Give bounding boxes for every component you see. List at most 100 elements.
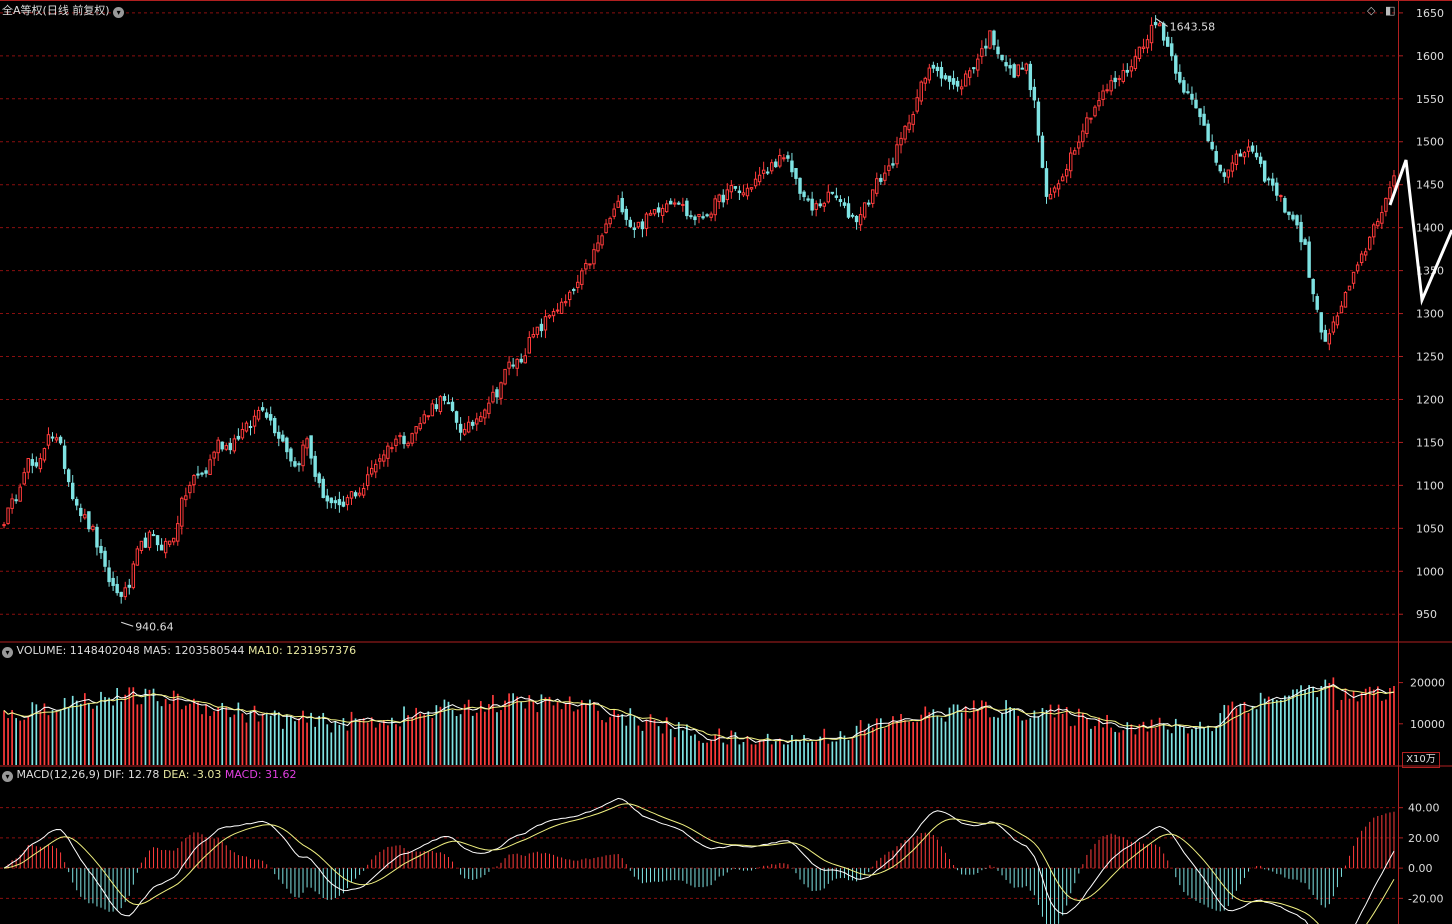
candle-body: [887, 165, 891, 171]
candle-body: [1327, 333, 1332, 345]
candle-body: [66, 469, 71, 483]
volume-ma10: MA10: 1231957376: [247, 644, 357, 657]
candle-body: [656, 207, 661, 213]
candle-body: [208, 459, 212, 475]
candle-body: [1125, 69, 1130, 73]
candle-body: [159, 544, 164, 551]
candle-body: [458, 423, 463, 433]
candle-body: [1335, 315, 1340, 326]
chart-title-text: 全A等权(日线 前复权): [2, 4, 110, 17]
price-tick-label: 1400: [1416, 222, 1444, 235]
macd-tick-label: 20.00: [1408, 832, 1440, 845]
candle-body: [588, 263, 592, 266]
candle-body: [959, 86, 964, 90]
candle-body: [176, 523, 180, 542]
candle-body: [2, 524, 6, 527]
chevron-down-icon[interactable]: ▾: [2, 647, 13, 658]
candle-body: [604, 223, 608, 234]
candle-body: [1016, 64, 1020, 77]
candle-body: [652, 209, 657, 215]
candle-body: [1028, 63, 1033, 91]
price-tick-label: 1300: [1416, 308, 1444, 321]
candle-body: [471, 421, 475, 426]
chevron-down-icon[interactable]: ▾: [113, 7, 125, 18]
candle-body: [806, 198, 810, 201]
candle-body: [567, 291, 572, 301]
candle-body: [450, 401, 455, 412]
candle-body: [1254, 152, 1259, 158]
price-tick-label: 1200: [1416, 393, 1444, 406]
candle-body: [834, 195, 839, 198]
candle-body: [935, 66, 940, 72]
volume-value: VOLUME: 1148402048: [16, 644, 140, 657]
candle-body: [600, 235, 604, 246]
macd-dea: DEA: -3.03: [162, 768, 222, 781]
candle-body: [410, 433, 414, 444]
candle-body: [10, 498, 14, 509]
price-tick-label: 1000: [1416, 565, 1444, 578]
candle-body: [745, 187, 750, 197]
candle-body: [1339, 305, 1344, 314]
candle-body: [1388, 187, 1392, 200]
candle-body: [842, 202, 847, 206]
candle-body: [531, 334, 536, 338]
candle-body: [430, 403, 435, 417]
candle-body: [875, 178, 879, 194]
candle-body: [660, 207, 665, 216]
candle-body: [406, 442, 410, 447]
restore-window-icon[interactable]: ◧: [1385, 4, 1396, 17]
diamond-icon[interactable]: ◇: [1367, 4, 1376, 17]
candle-body: [1351, 271, 1356, 284]
volume-unit-badge: X10万: [1402, 752, 1440, 768]
candle-body: [713, 198, 717, 216]
candle-body: [1359, 253, 1364, 264]
candle-body: [1012, 64, 1016, 78]
candle-body: [1392, 175, 1396, 187]
candle-body: [357, 492, 362, 496]
candle-body: [1056, 183, 1061, 190]
candle-body: [212, 451, 216, 459]
candle-body: [79, 507, 83, 517]
candle-body: [495, 389, 499, 398]
candle-body: [260, 407, 265, 411]
macd-dif-line: [3, 797, 1395, 924]
candle-body: [826, 191, 831, 203]
candle-body: [192, 475, 196, 486]
candle-body: [54, 437, 59, 441]
candle-body: [515, 358, 519, 369]
chevron-down-icon[interactable]: ▾: [2, 771, 13, 782]
candle-body: [1069, 152, 1073, 172]
candle-body: [422, 414, 426, 424]
candle-body: [273, 417, 277, 434]
min-annotation: 940.64: [135, 620, 174, 633]
candle-body: [370, 467, 374, 475]
candle-body: [693, 216, 697, 221]
candle-body: [1206, 123, 1210, 142]
candle-body: [584, 262, 588, 270]
candle-body: [669, 200, 673, 205]
candle-body: [592, 249, 596, 265]
candle-body: [228, 442, 233, 451]
candle-body: [1226, 169, 1231, 178]
price-tick-label: 1650: [1416, 7, 1444, 20]
candle-body: [1363, 251, 1368, 256]
candle-body: [87, 511, 91, 530]
candle-body: [151, 534, 156, 537]
candle-body: [131, 563, 136, 589]
candle-body: [382, 454, 386, 462]
candle-body: [264, 412, 269, 418]
candle-body: [947, 75, 952, 82]
candle-body: [1323, 329, 1328, 342]
candle-body: [1157, 23, 1162, 27]
macd-tick-label: -20.00: [1408, 892, 1443, 905]
candle-body: [523, 355, 527, 364]
candle-body: [555, 309, 560, 312]
candle-body: [1040, 135, 1045, 168]
candle-body: [822, 202, 826, 207]
candle-body: [345, 497, 350, 506]
candle-body: [26, 457, 30, 473]
candle-body: [1311, 279, 1315, 295]
chart-title[interactable]: 全A等权(日线 前复权) ▾: [2, 4, 125, 18]
